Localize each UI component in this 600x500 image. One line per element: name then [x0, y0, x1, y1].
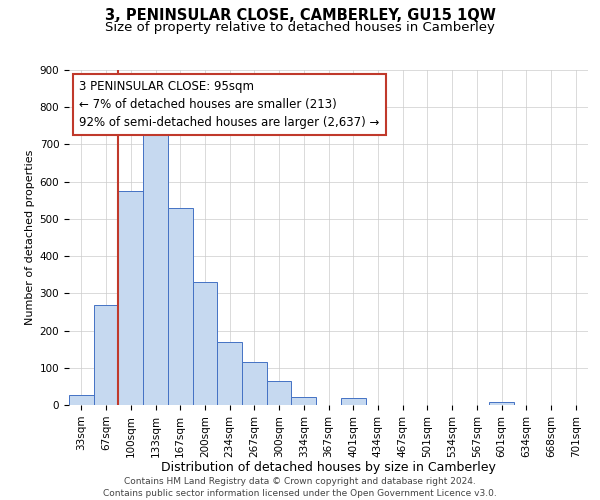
Bar	[217, 342, 242, 405]
Bar	[94, 304, 118, 405]
Y-axis label: Number of detached properties: Number of detached properties	[25, 150, 35, 325]
Bar	[292, 397, 316, 405]
Bar	[143, 132, 168, 405]
Bar	[267, 381, 292, 405]
Text: 3 PENINSULAR CLOSE: 95sqm
← 7% of detached houses are smaller (213)
92% of semi-: 3 PENINSULAR CLOSE: 95sqm ← 7% of detach…	[79, 80, 380, 129]
Bar	[69, 394, 94, 405]
X-axis label: Distribution of detached houses by size in Camberley: Distribution of detached houses by size …	[161, 461, 496, 474]
Bar	[489, 402, 514, 405]
Bar	[193, 282, 217, 405]
Bar	[168, 208, 193, 405]
Text: Size of property relative to detached houses in Camberley: Size of property relative to detached ho…	[105, 21, 495, 34]
Bar	[242, 362, 267, 405]
Text: 3, PENINSULAR CLOSE, CAMBERLEY, GU15 1QW: 3, PENINSULAR CLOSE, CAMBERLEY, GU15 1QW	[104, 8, 496, 22]
Bar	[118, 191, 143, 405]
Text: Contains HM Land Registry data © Crown copyright and database right 2024.
Contai: Contains HM Land Registry data © Crown c…	[103, 476, 497, 498]
Bar	[341, 398, 365, 405]
